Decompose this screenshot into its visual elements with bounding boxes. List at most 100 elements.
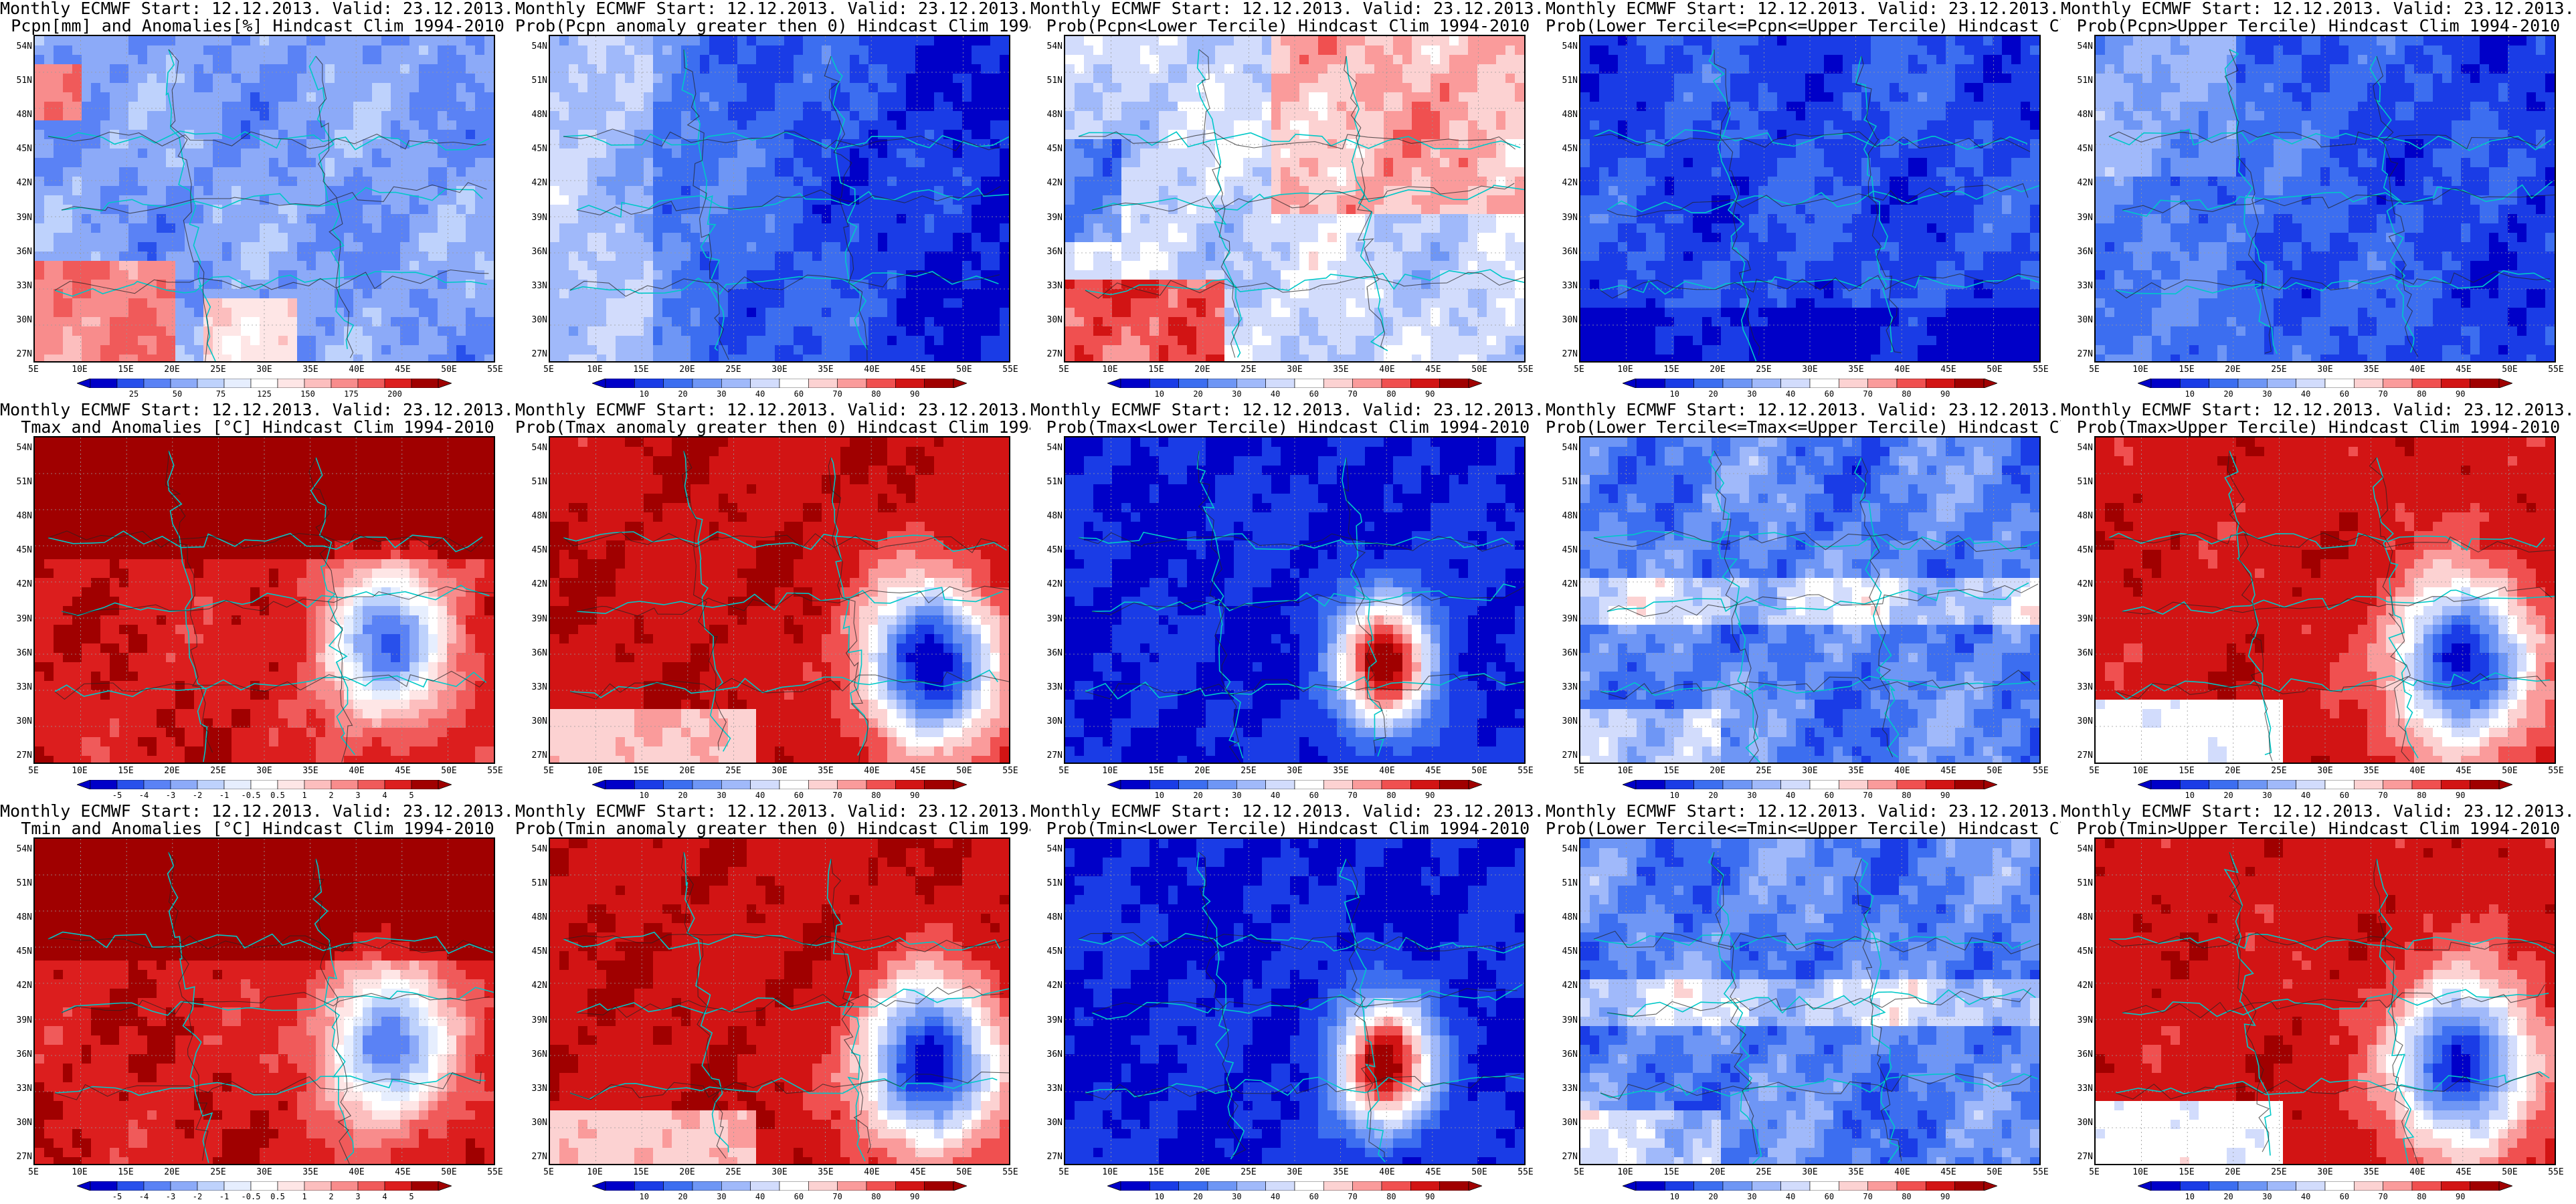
- colorbar-segment: [411, 379, 439, 388]
- lat-tick-label: 30N: [531, 1118, 547, 1128]
- lat-tick-label: 51N: [1046, 76, 1063, 86]
- lat-tick-label: 36N: [531, 1049, 547, 1060]
- colorbar-segment: [634, 1181, 664, 1191]
- contour-lines: [2108, 851, 2555, 1164]
- colorbar-tick-label: 0.5: [264, 1192, 291, 1201]
- lon-tick-label: 20E: [2219, 365, 2246, 375]
- colorbar-segment: [357, 1181, 385, 1191]
- colorbar-segment: [170, 379, 198, 388]
- colorbar-segment: [1954, 379, 1985, 388]
- lat-tick-label: 27N: [531, 1152, 547, 1162]
- coastline: [1593, 450, 2039, 763]
- lon-tick-label: 45E: [1420, 365, 1447, 375]
- colorbar-segment: [2296, 379, 2326, 388]
- colorbar-segment: [1635, 379, 1665, 388]
- colorbar-segment: [1207, 379, 1237, 388]
- lat-tick-label: 39N: [16, 1015, 32, 1025]
- lon-tick-label: 15E: [112, 365, 139, 375]
- lat-tick-label: 36N: [2077, 247, 2093, 257]
- panel-title-line1: Monthly ECMWF Start: 12.12.2013. Valid: …: [1546, 0, 2061, 17]
- panel-title-line1: Monthly ECMWF Start: 12.12.2013. Valid: …: [515, 803, 1030, 820]
- colorbar-segment: [1120, 780, 1150, 789]
- lat-tick-label: 45N: [1046, 946, 1063, 957]
- lat-tick-label: 48N: [1046, 110, 1063, 120]
- colorbar-segment: [1780, 780, 1811, 789]
- lat-tick-label: 51N: [1562, 878, 1578, 888]
- colorbar-segment: [1265, 780, 1295, 789]
- colorbar-segment: [1236, 1181, 1266, 1191]
- lon-tick-label: 45E: [2450, 365, 2477, 375]
- lat-tick-label: 27N: [531, 349, 547, 359]
- panel-title-line2: Prob(Lower Tercile<=Tmax<=Upper Tercile)…: [1546, 419, 2061, 436]
- coastline: [1078, 450, 1524, 759]
- colorbar-tick-label: 20: [2215, 389, 2242, 399]
- colorbar-segment: [2441, 780, 2470, 789]
- lat-tick-label: 30N: [1046, 1118, 1063, 1128]
- map-panel-tmin-2: Monthly ECMWF Start: 12.12.2013. Valid: …: [515, 803, 1030, 1204]
- contour-lines: [48, 851, 494, 1164]
- lon-tick-label: 25E: [1750, 766, 1777, 776]
- lon-tick-label: 35E: [812, 1167, 839, 1177]
- coastline: [1078, 851, 1524, 1163]
- colorbar-segment: [384, 379, 412, 388]
- colorbar-tick-label: 80: [1893, 389, 1920, 399]
- lat-tick-label: 27N: [1046, 750, 1063, 761]
- lat-tick-label: 45N: [1046, 144, 1063, 154]
- colorbar-segment: [2354, 1181, 2383, 1191]
- colorbar-segment: [1693, 379, 1724, 388]
- lon-tick-label: 15E: [628, 365, 654, 375]
- colorbar-segment: [605, 379, 635, 388]
- colorbar-segment: [1352, 379, 1382, 388]
- shaded-field: [2096, 839, 2555, 1164]
- shaded-field: [2096, 36, 2555, 361]
- colorbar-segment: [1752, 780, 1781, 789]
- colorbar-tick-label: 40: [747, 1192, 773, 1201]
- lon-tick-label: 5E: [1566, 365, 1592, 375]
- colorbar-segment: [2470, 1181, 2500, 1191]
- colorbar-tick-label: 90: [1416, 1192, 1443, 1201]
- lat-tick-label: 30N: [2077, 1118, 2093, 1128]
- shaded-field: [1065, 437, 1524, 763]
- colorbar-segment: [1323, 1181, 1353, 1191]
- colorbar-segment: [1381, 780, 1411, 789]
- colorbar-tick-label: 60: [2331, 389, 2358, 399]
- colorbar-tick-label: -5: [104, 1192, 130, 1201]
- lat-tick-label: 33N: [16, 281, 32, 291]
- colorbar-segment: [1954, 1181, 1985, 1191]
- panel-title-line2: Prob(Pcpn anomaly greater then 0) Hindca…: [515, 17, 1030, 35]
- lon-tick-label: 25E: [720, 365, 747, 375]
- colorbar-tick-label: 1: [291, 791, 318, 800]
- colorbar-tick-label: 90: [1416, 791, 1443, 800]
- lon-tick-label: 5E: [1566, 1167, 1592, 1177]
- colorbar-tick-label: 3: [345, 1192, 371, 1201]
- lat-tick-label: 39N: [2077, 1015, 2093, 1025]
- colorbar-segment: [277, 379, 305, 388]
- lon-tick-label: 25E: [1235, 766, 1262, 776]
- lat-tick-label: 33N: [1562, 682, 1578, 692]
- colorbar-segment: [1722, 780, 1752, 789]
- colorbar-tick-label: 90: [1416, 389, 1443, 399]
- colorbar-segment: [1236, 379, 1266, 388]
- colorbar-tick-label: 70: [2370, 389, 2397, 399]
- lat-tick-label: 27N: [2077, 1152, 2093, 1162]
- colorbar-segment: [721, 379, 751, 388]
- colorbar-segment: [2354, 780, 2383, 789]
- lon-tick-label: 15E: [1143, 365, 1170, 375]
- colorbar-segment: [1410, 780, 1440, 789]
- panel-title-line1: Monthly ECMWF Start: 12.12.2013. Valid: …: [1546, 803, 2061, 820]
- colorbar-segment: [1665, 379, 1694, 388]
- lat-tick-label: 54N: [1046, 41, 1063, 52]
- shaded-field: [550, 437, 1009, 763]
- lat-tick-label: 42N: [531, 981, 547, 991]
- lon-tick-label: 55E: [482, 766, 509, 776]
- colorbar-segment: [2209, 780, 2239, 789]
- lon-tick-label: 45E: [2450, 766, 2477, 776]
- lat-tick-label: 39N: [531, 1015, 547, 1025]
- colorbar-tick-label: 30: [1223, 389, 1250, 399]
- graticule: [1580, 36, 2039, 361]
- lon-tick-label: 20E: [1189, 365, 1216, 375]
- lon-tick-label: 50E: [1466, 365, 1493, 375]
- map-plot-area: [1579, 837, 2041, 1165]
- panel-title-line2: Prob(Lower Tercile<=Tmin<=Upper Tercile)…: [1546, 820, 2061, 837]
- graticule: [1065, 839, 1524, 1164]
